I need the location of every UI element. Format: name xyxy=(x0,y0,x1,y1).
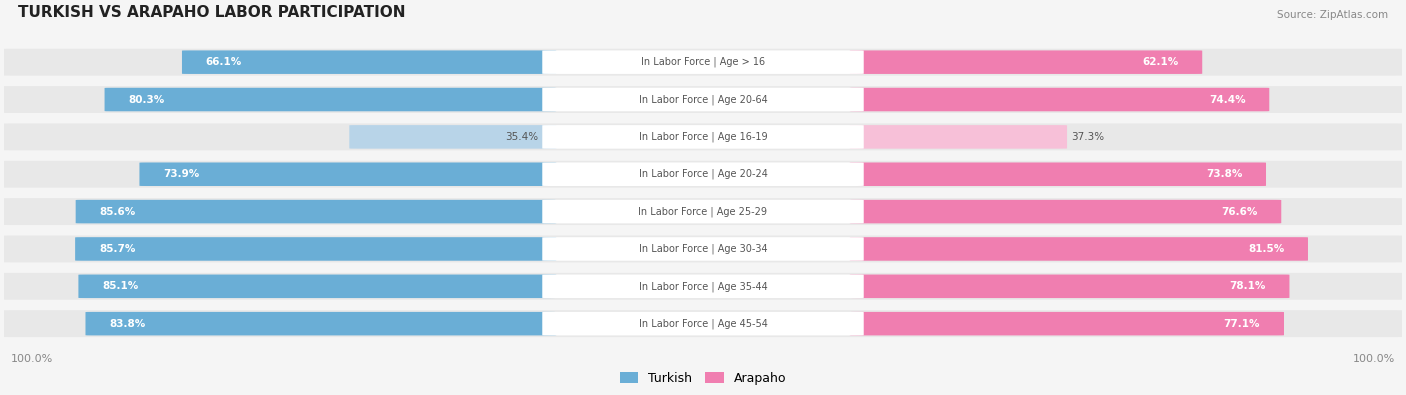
FancyBboxPatch shape xyxy=(543,237,863,261)
FancyBboxPatch shape xyxy=(0,198,1406,225)
Text: 77.1%: 77.1% xyxy=(1223,319,1260,329)
FancyBboxPatch shape xyxy=(0,235,1406,262)
FancyBboxPatch shape xyxy=(849,275,1289,298)
FancyBboxPatch shape xyxy=(0,86,1406,113)
Text: 35.4%: 35.4% xyxy=(505,132,538,142)
FancyBboxPatch shape xyxy=(0,49,1406,75)
Text: In Labor Force | Age 25-29: In Labor Force | Age 25-29 xyxy=(638,206,768,217)
Text: 100.0%: 100.0% xyxy=(1353,354,1395,364)
FancyBboxPatch shape xyxy=(75,237,557,261)
FancyBboxPatch shape xyxy=(849,200,1281,223)
Text: In Labor Force | Age 20-24: In Labor Force | Age 20-24 xyxy=(638,169,768,179)
Text: 76.6%: 76.6% xyxy=(1222,207,1257,216)
FancyBboxPatch shape xyxy=(849,312,1284,335)
Text: In Labor Force | Age 20-64: In Labor Force | Age 20-64 xyxy=(638,94,768,105)
Text: In Labor Force | Age > 16: In Labor Force | Age > 16 xyxy=(641,57,765,68)
Text: TURKISH VS ARAPAHO LABOR PARTICIPATION: TURKISH VS ARAPAHO LABOR PARTICIPATION xyxy=(18,5,406,20)
FancyBboxPatch shape xyxy=(543,312,863,335)
FancyBboxPatch shape xyxy=(76,200,557,223)
FancyBboxPatch shape xyxy=(543,162,863,186)
FancyBboxPatch shape xyxy=(543,88,863,111)
Text: 81.5%: 81.5% xyxy=(1249,244,1284,254)
FancyBboxPatch shape xyxy=(86,312,557,335)
FancyBboxPatch shape xyxy=(543,125,863,149)
Text: 78.1%: 78.1% xyxy=(1229,281,1265,291)
FancyBboxPatch shape xyxy=(543,51,863,74)
FancyBboxPatch shape xyxy=(349,125,557,149)
FancyBboxPatch shape xyxy=(139,162,557,186)
Text: In Labor Force | Age 45-54: In Labor Force | Age 45-54 xyxy=(638,318,768,329)
FancyBboxPatch shape xyxy=(0,161,1406,188)
FancyBboxPatch shape xyxy=(849,162,1265,186)
FancyBboxPatch shape xyxy=(181,51,557,74)
Text: In Labor Force | Age 30-34: In Labor Force | Age 30-34 xyxy=(638,244,768,254)
FancyBboxPatch shape xyxy=(79,275,557,298)
FancyBboxPatch shape xyxy=(849,88,1270,111)
Text: In Labor Force | Age 16-19: In Labor Force | Age 16-19 xyxy=(638,132,768,142)
Text: 73.9%: 73.9% xyxy=(163,169,200,179)
FancyBboxPatch shape xyxy=(849,237,1308,261)
FancyBboxPatch shape xyxy=(543,275,863,298)
Text: 85.7%: 85.7% xyxy=(98,244,135,254)
Text: 37.3%: 37.3% xyxy=(1071,132,1104,142)
FancyBboxPatch shape xyxy=(849,125,1067,149)
FancyBboxPatch shape xyxy=(0,124,1406,150)
Text: 66.1%: 66.1% xyxy=(205,57,242,67)
FancyBboxPatch shape xyxy=(0,310,1406,337)
Text: 100.0%: 100.0% xyxy=(11,354,53,364)
Text: Source: ZipAtlas.com: Source: ZipAtlas.com xyxy=(1277,9,1388,20)
FancyBboxPatch shape xyxy=(543,200,863,223)
Text: In Labor Force | Age 35-44: In Labor Force | Age 35-44 xyxy=(638,281,768,292)
Text: 73.8%: 73.8% xyxy=(1206,169,1243,179)
FancyBboxPatch shape xyxy=(849,51,1202,74)
Text: 85.1%: 85.1% xyxy=(103,281,138,291)
FancyBboxPatch shape xyxy=(104,88,557,111)
Text: 80.3%: 80.3% xyxy=(128,94,165,105)
Text: 83.8%: 83.8% xyxy=(110,319,145,329)
Text: 62.1%: 62.1% xyxy=(1142,57,1178,67)
FancyBboxPatch shape xyxy=(0,273,1406,300)
Text: 74.4%: 74.4% xyxy=(1209,94,1246,105)
Legend: Turkish, Arapaho: Turkish, Arapaho xyxy=(614,367,792,390)
Text: 85.6%: 85.6% xyxy=(100,207,136,216)
